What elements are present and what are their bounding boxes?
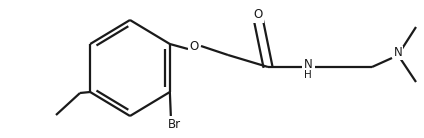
Text: O: O	[190, 39, 198, 52]
Text: O: O	[254, 9, 262, 22]
Text: Br: Br	[168, 117, 181, 131]
Text: N: N	[393, 47, 402, 59]
Text: N: N	[304, 59, 312, 71]
Text: H: H	[304, 70, 312, 80]
